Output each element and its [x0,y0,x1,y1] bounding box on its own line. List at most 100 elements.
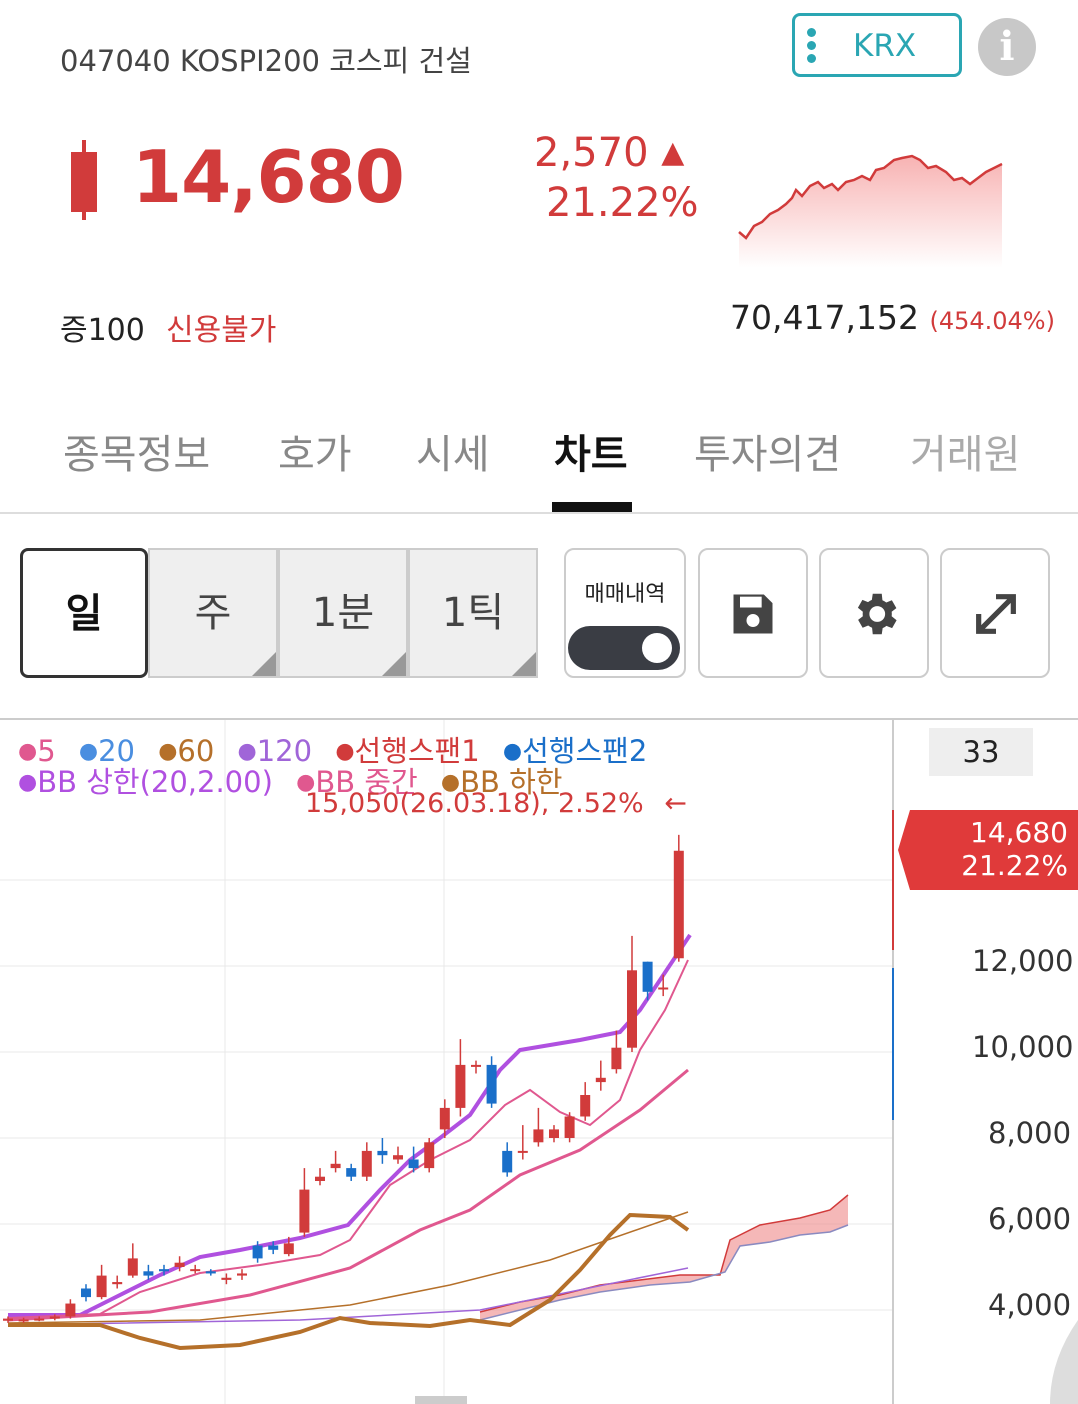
legend-bb-mid-label: BB 중간 [315,765,418,799]
candle-body [595,1077,606,1083]
candle-body [330,1163,341,1169]
legend-ma20-label: 20 [98,734,135,768]
tab-opinions[interactable]: 투자의견 [694,432,842,478]
tab-order-book[interactable]: 호가 [278,432,352,478]
bb-lower-line [8,1212,690,1351]
ma120-line [7,1267,689,1326]
candle-body [564,1116,575,1138]
tab-brokers[interactable]: 거래원 [910,432,1021,478]
candle-icon [71,140,97,220]
candle-body [377,1150,388,1156]
candle-body [34,1318,45,1321]
save-icon [733,594,773,634]
legend-bb-lower[interactable]: ●BB 하한 [440,765,563,799]
candle-body [517,1150,528,1153]
candle-body [49,1316,60,1319]
legend-span1[interactable]: ●선행스팬1 [335,734,480,768]
candle-body [3,1318,13,1321]
current-price: 14,680 [132,135,405,219]
candle-body [252,1245,263,1259]
candle-body [18,1319,29,1322]
axis-current-percent: 21.22% [961,849,1068,882]
moving-average-lines [7,933,692,1351]
change-amount-value: 2,570 [534,130,649,176]
current-price-axis-label: 14,680 21.22% [898,810,1078,890]
chart-legend-row-2: ●BB 상한(20,2.00) ●BB 중간 ●BB 하한 [18,759,562,801]
candle-body [143,1271,154,1276]
legend-ma120-label: 120 [256,734,313,768]
trade-history-switch[interactable] [568,626,680,670]
info-icon[interactable]: i [978,18,1036,76]
ma5-line [7,959,689,1319]
bb-upper-line [8,933,692,1317]
candle-body [159,1269,169,1272]
chart-legend-row-1: ●5 ●20 ●60 ●120 ●선행스팬1 ●선행스팬2 [18,728,647,770]
stock-identifier: 047040 KOSPI200 코스피 건설 [60,44,472,78]
visible-period-count[interactable]: 33 [929,728,1033,776]
candle-body [611,1047,622,1070]
candle-body [112,1282,123,1285]
chart-grid [0,720,893,1404]
legend-span1-label: 선행스팬1 [354,734,480,768]
candle-body [502,1150,513,1173]
legend-ma60[interactable]: ●60 [158,734,215,768]
candle-body [361,1150,372,1177]
market-label: KRX [853,28,917,64]
candle-body [455,1064,466,1108]
candle-body [580,1095,591,1117]
legend-bb-upper[interactable]: ●BB 상한(20,2.00) [18,765,273,799]
candle-body [439,1107,450,1130]
legend-ma120[interactable]: ●120 [237,734,313,768]
period-minute-button[interactable]: 1분 [278,548,408,678]
left-arrow-icon: ← [664,788,687,819]
expand-icon [976,594,1016,634]
y-tick-label: 12,000 [972,944,1074,978]
volume-value: 70,417,152 [730,298,919,337]
candle-body [190,1269,201,1272]
candle-body [127,1258,138,1276]
volume-ratio: (454.04%) [929,307,1055,335]
market-selector-button[interactable]: KRX [792,13,962,77]
tab-stock-info[interactable]: 종목정보 [63,432,211,478]
period-week-button[interactable]: 주 [148,548,278,678]
y-tick-label: 10,000 [972,1030,1074,1064]
settings-button[interactable] [819,548,929,678]
period-day-button[interactable]: 일 [20,548,148,678]
tab-quotes[interactable]: 시세 [416,432,490,478]
candle-body [283,1243,294,1255]
intraday-mini-chart [738,154,1003,268]
candle-body [65,1303,76,1317]
candlestick-chart-canvas[interactable] [0,720,1078,1404]
save-button[interactable] [698,548,808,678]
candle-body [486,1064,497,1104]
candle-body [471,1064,481,1067]
legend-ma5[interactable]: ●5 [18,734,56,768]
ma60-line [7,1211,689,1324]
tab-chart[interactable]: 차트 [554,432,628,478]
legend-bb-mid[interactable]: ●BB 중간 [296,765,418,799]
high-price-text: 15,050(26.03.18), 2.52% [305,788,644,819]
period-minute-label: 1분 [311,590,375,636]
candle-body [315,1176,325,1181]
ichimoku-cloud [479,1194,849,1321]
legend-ma5-label: 5 [37,734,56,768]
trade-history-toggle-button[interactable]: 매매내역 [564,548,686,678]
legend-span2[interactable]: ●선행스팬2 [502,734,648,768]
price-chart[interactable] [0,718,1078,1404]
fullscreen-button[interactable] [940,548,1050,678]
legend-ma20[interactable]: ●20 [78,734,135,768]
period-week-label: 주 [194,590,232,636]
candle-body [549,1129,559,1138]
period-tick-button[interactable]: 1틱 [408,548,538,678]
candle-body [642,961,653,992]
change-percent: 21.22% [546,180,699,226]
axis-current-price: 14,680 [970,816,1068,849]
candle-body [221,1277,232,1280]
candle-body [408,1159,419,1169]
span2-line [479,1224,849,1321]
credit-status: 신용불가 [166,313,277,348]
legend-bb-upper-label: BB 상한(20,2.00) [37,765,273,799]
candle-body [174,1262,185,1267]
candle-body [299,1189,310,1233]
candle-body [346,1168,357,1177]
